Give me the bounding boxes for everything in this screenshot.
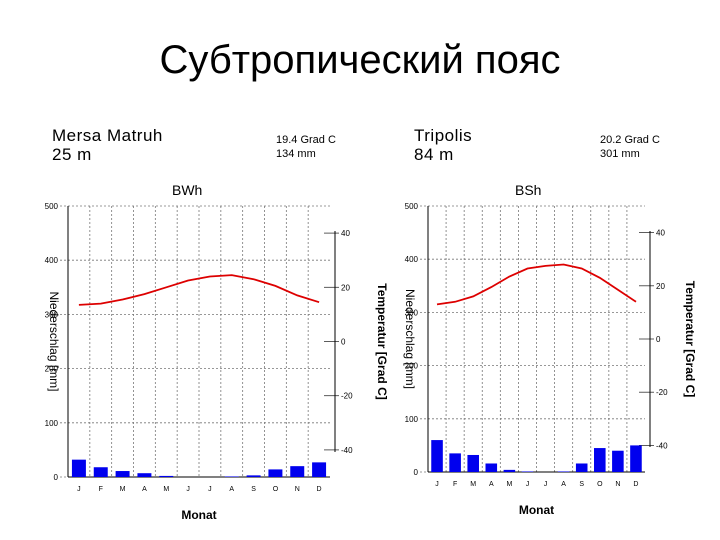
precip-bar bbox=[630, 445, 642, 472]
precip-tick-label: 100 bbox=[405, 415, 419, 424]
month-label: N bbox=[615, 481, 620, 488]
month-label: A bbox=[561, 481, 566, 488]
month-label: O bbox=[597, 481, 603, 488]
month-label: J bbox=[435, 481, 439, 488]
precip-tick-label: 0 bbox=[414, 468, 419, 477]
month-label: A bbox=[489, 481, 494, 488]
precip-bar bbox=[93, 467, 108, 477]
precip-bar bbox=[159, 475, 174, 477]
month-label: J bbox=[77, 486, 81, 493]
temp-tick-label: 40 bbox=[656, 229, 665, 238]
month-label: J bbox=[544, 481, 548, 488]
climate-class: BSh bbox=[515, 182, 542, 198]
month-label: N bbox=[295, 486, 300, 493]
month-label: S bbox=[251, 486, 256, 493]
station-name: Tripolis bbox=[414, 126, 473, 145]
annual-precipitation: 301 mm bbox=[600, 148, 640, 160]
y-axis-label-right: Temperatur [Grad C] bbox=[375, 283, 389, 399]
precip-bar bbox=[115, 471, 130, 477]
month-label: M bbox=[120, 486, 126, 493]
month-label: D bbox=[633, 481, 638, 488]
precip-bar bbox=[246, 475, 261, 477]
precip-bar bbox=[594, 448, 606, 472]
month-label: J bbox=[186, 486, 190, 493]
precip-bar bbox=[268, 469, 283, 477]
precip-bar bbox=[431, 440, 443, 472]
precip-tick-label: 400 bbox=[405, 255, 419, 264]
precip-bar bbox=[557, 471, 570, 472]
precip-bar bbox=[137, 473, 152, 477]
annual-temperature: 19.4 Grad C bbox=[276, 134, 336, 146]
climate-class: BWh bbox=[172, 182, 203, 198]
temp-tick-label: -40 bbox=[656, 441, 668, 450]
slide-title: Субтропический пояс bbox=[159, 38, 561, 82]
station-elevation: 84 m bbox=[414, 145, 454, 164]
temperature-line bbox=[436, 263, 637, 306]
month-label: F bbox=[99, 486, 103, 493]
temp-tick-label: 20 bbox=[341, 283, 350, 292]
annual-precipitation: 134 mm bbox=[276, 148, 316, 160]
precip-bar bbox=[467, 454, 479, 472]
precip-bar bbox=[612, 450, 624, 472]
precip-bar bbox=[290, 466, 305, 477]
y-axis-label-right: Temperatur [Grad C] bbox=[683, 281, 697, 397]
month-label: D bbox=[317, 486, 322, 493]
station-elevation: 25 m bbox=[52, 145, 92, 164]
month-label: J bbox=[208, 486, 212, 493]
precip-bar bbox=[71, 459, 86, 477]
month-label: M bbox=[506, 481, 512, 488]
temp-tick-label: -20 bbox=[656, 388, 668, 397]
precip-tick-label: 300 bbox=[405, 308, 419, 317]
precip-tick-label: 300 bbox=[45, 310, 59, 319]
precip-tick-label: 500 bbox=[45, 202, 59, 211]
month-label: O bbox=[273, 486, 279, 493]
precip-tick-label: 200 bbox=[405, 362, 419, 371]
precip-tick-label: 400 bbox=[45, 256, 59, 265]
precip-bar bbox=[312, 462, 327, 477]
y-axis-label-left: Niederschlag [mm] bbox=[403, 289, 417, 389]
month-label: A bbox=[229, 486, 234, 493]
precip-tick-label: 500 bbox=[405, 202, 419, 211]
precip-bar bbox=[503, 469, 516, 472]
month-label: J bbox=[526, 481, 530, 488]
precip-bar bbox=[224, 476, 239, 477]
temp-tick-label: 0 bbox=[341, 338, 346, 347]
month-label: M bbox=[470, 481, 476, 488]
station-name: Mersa Matruh bbox=[52, 126, 163, 145]
annual-temperature: 20.2 Grad C bbox=[600, 134, 660, 146]
x-axis-label: Monat bbox=[181, 508, 216, 522]
precip-bar bbox=[575, 463, 588, 472]
precip-tick-label: 200 bbox=[45, 365, 59, 374]
month-label: F bbox=[453, 481, 457, 488]
temp-tick-label: 20 bbox=[656, 282, 665, 291]
precip-bar bbox=[521, 471, 534, 472]
month-label: S bbox=[579, 481, 584, 488]
precip-tick-label: 100 bbox=[45, 419, 59, 428]
month-label: M bbox=[163, 486, 169, 493]
y-axis-label-left: Niederschlag [mm] bbox=[47, 291, 61, 391]
temperature-line bbox=[78, 274, 320, 306]
x-axis-label: Monat bbox=[519, 503, 554, 517]
temp-tick-label: 40 bbox=[341, 229, 350, 238]
temp-tick-label: 0 bbox=[656, 335, 661, 344]
temp-tick-label: -40 bbox=[341, 446, 353, 455]
precip-tick-label: 0 bbox=[54, 473, 59, 482]
month-label: A bbox=[142, 486, 147, 493]
temp-tick-label: -20 bbox=[341, 392, 353, 401]
precip-bar bbox=[449, 453, 461, 472]
precip-bar bbox=[485, 463, 498, 472]
